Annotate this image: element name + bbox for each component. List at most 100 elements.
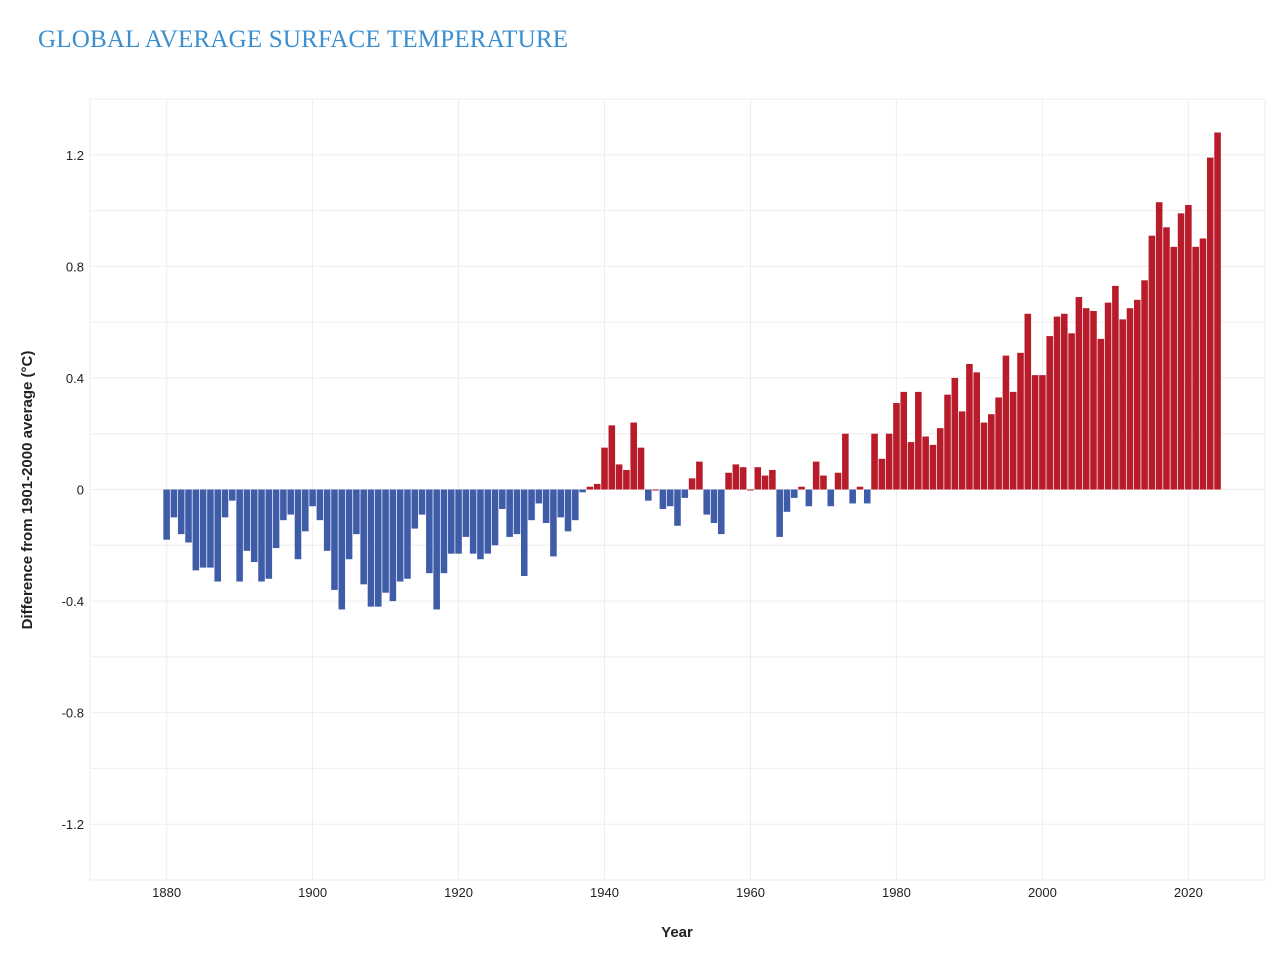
plot-frame [89,98,1266,881]
bar-1997 [1017,352,1024,490]
bar-1984 [922,436,929,490]
bar-1935 [564,489,572,532]
y-axis-ticks: -1.2 -0.8 -0.4 0 0.4 0.8 1.2 [62,148,84,832]
bar-1967 [798,486,805,490]
bar-1945 [637,447,645,490]
bar-1896 [280,489,287,521]
bar-1980 [893,403,900,490]
chart-title: GLOBAL AVERAGE SURFACE TEMPERATURE [38,26,569,53]
bar-1880 [163,489,170,540]
bar-1922 [469,489,477,554]
bar-1989 [958,411,966,490]
bar-1890 [236,489,243,582]
bar-1936 [572,489,579,521]
bar-2023 [1206,157,1214,490]
bar-1895 [272,489,280,549]
bar-1905 [345,489,353,560]
bar-1976 [863,489,871,504]
bar-1972 [834,472,842,490]
bar-1973 [842,433,849,490]
bar-1916 [426,489,433,574]
bar-1883 [185,489,192,543]
bar-1946 [645,489,652,501]
bar-1969 [812,461,820,490]
x-tick-label: 1940 [590,885,619,900]
bar-2008 [1097,338,1105,490]
bar-2019 [1177,213,1185,490]
bar-1917 [433,489,440,610]
bar-1902 [323,489,331,551]
x-tick-label: 2020 [1174,885,1203,900]
y-tick-label: 0 [77,483,84,498]
bar-1937 [579,489,586,493]
bar-2000 [1039,375,1046,490]
y-tick-label: -0.8 [62,706,84,721]
bar-2002 [1053,316,1061,490]
bar-1948 [659,489,667,510]
bar-1921 [462,489,470,537]
bar-1944 [630,422,637,490]
bar-1968 [805,489,813,507]
bar-1931 [535,489,543,504]
bar-1991 [973,372,981,490]
bar-2018 [1170,246,1178,490]
bar-1956 [718,489,725,535]
bar-1996 [1009,391,1017,490]
y-tick-label: 0.4 [66,371,84,386]
bar-2011 [1119,319,1126,490]
bar-2013 [1133,299,1141,490]
bar-1885 [199,489,207,568]
bar-1929 [520,489,528,576]
bar-1985 [929,444,937,490]
x-axis-ticks: 1880 1900 1920 1940 1960 1980 2000 2020 [152,885,1203,900]
bar-1881 [170,489,178,518]
bar-1988 [951,377,959,490]
bar-2016 [1155,202,1163,490]
bar-2010 [1112,285,1119,490]
bar-1974 [849,489,856,504]
bar-1912 [396,489,404,582]
bar-2021 [1192,246,1199,490]
y-tick-label: -1.2 [62,817,84,832]
bars [163,132,1221,610]
bar-1961 [754,467,762,490]
bar-1897 [287,489,294,515]
bar-1953 [696,461,703,490]
bar-1939 [593,483,601,490]
bar-1962 [761,475,769,490]
y-tick-label: 0.8 [66,259,84,274]
bar-1918 [440,489,448,574]
x-tick-label: 1960 [736,885,765,900]
bar-1954 [703,489,710,515]
bar-2003 [1061,313,1068,490]
bar-1886 [207,489,214,568]
bar-2014 [1141,280,1148,490]
bar-1892 [250,489,258,563]
bar-1906 [353,489,360,535]
bar-1955 [710,489,718,523]
bar-1924 [484,489,492,554]
bar-1951 [681,489,689,498]
bar-1964 [776,489,783,537]
bar-2012 [1126,308,1134,490]
bar-1957 [725,472,732,490]
bar-1977 [871,433,878,490]
bar-1893 [258,489,265,582]
bar-1971 [827,489,835,507]
bar-1983 [915,391,922,490]
bar-2022 [1199,238,1207,490]
bar-1911 [389,489,397,602]
bar-2017 [1163,227,1170,490]
bar-1938 [586,486,594,490]
bar-2001 [1046,336,1053,490]
bar-1900 [309,489,316,507]
bar-1914 [411,489,419,529]
bar-1925 [491,489,499,546]
bar-1986 [936,428,944,490]
x-axis-label: Year [661,924,693,941]
bar-1915 [418,489,426,515]
bar-1903 [331,489,338,590]
bar-1942 [615,464,623,490]
bar-1965 [783,489,791,512]
